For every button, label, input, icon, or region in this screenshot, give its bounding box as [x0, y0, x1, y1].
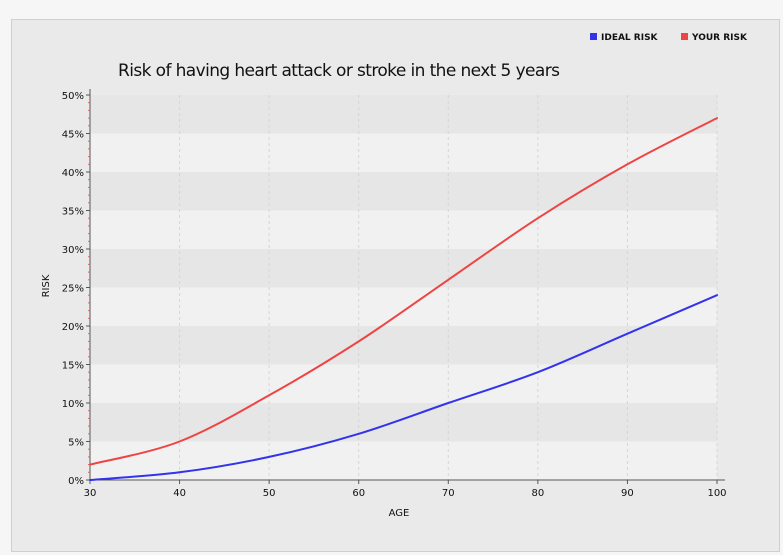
series-line-your-risk: [89, 117, 718, 466]
plot-band: [90, 95, 717, 134]
plot-band: [90, 441, 717, 480]
plot-band: [90, 326, 717, 365]
chart-svg: 0% 5% 10% 15% 20% 25% 30% 35% 40% 45% 50% 30 40 50 60 7…: [41, 33, 748, 519]
plot-band: [90, 172, 717, 211]
legend-swatch-ideal-risk: [590, 33, 597, 40]
plot-band: [90, 133, 717, 172]
y-tick-label: 20%: [62, 322, 84, 333]
chart-title: Risk of having heart attack or stroke in…: [118, 61, 560, 81]
legend-label-your-risk: YOUR RISK: [691, 33, 748, 43]
series-line-ideal-risk: [89, 294, 718, 481]
x-tick-label: 80: [531, 488, 544, 499]
legend-label-ideal-risk: IDEAL RISK: [601, 33, 659, 43]
y-tick-label: 45%: [62, 130, 84, 141]
plot-band: [90, 403, 717, 442]
y-tick-label: 25%: [62, 284, 84, 295]
y-tick-label: 40%: [62, 168, 84, 179]
legend: IDEAL RISK YOUR RISK: [590, 33, 748, 43]
plot-band: [90, 210, 717, 249]
x-tick-label: 90: [621, 488, 634, 499]
plot-band: [90, 364, 717, 403]
y-tick-label: 0%: [68, 476, 84, 487]
y-tick-label: 15%: [62, 361, 84, 372]
x-tick-label: 40: [173, 488, 186, 499]
chart-frame: 0% 5% 10% 15% 20% 25% 30% 35% 40% 45% 50% 30 40 50 60 7…: [11, 19, 780, 552]
y-tick-label: 5%: [68, 438, 84, 449]
x-tick-label: 100: [707, 488, 726, 499]
plot-background: [90, 95, 717, 480]
x-tick-label: 60: [352, 488, 365, 499]
x-tick-label: 70: [442, 488, 455, 499]
plot-band: [90, 249, 717, 288]
y-tick-label: 35%: [62, 207, 84, 218]
legend-swatch-your-risk: [681, 33, 688, 40]
y-axis-title: RISK: [41, 274, 52, 297]
y-tick-label: 50%: [62, 91, 84, 102]
y-tick-label: 10%: [62, 399, 84, 410]
series-lines: [89, 117, 718, 481]
axes: 0% 5% 10% 15% 20% 25% 30% 35% 40% 45% 50% 30 40 50 60 7…: [62, 89, 727, 499]
y-tick-label: 30%: [62, 245, 84, 256]
x-tick-label: 50: [263, 488, 276, 499]
plot-band: [90, 287, 717, 326]
x-axis-title: AGE: [389, 508, 410, 519]
x-tick-label: 30: [84, 488, 97, 499]
